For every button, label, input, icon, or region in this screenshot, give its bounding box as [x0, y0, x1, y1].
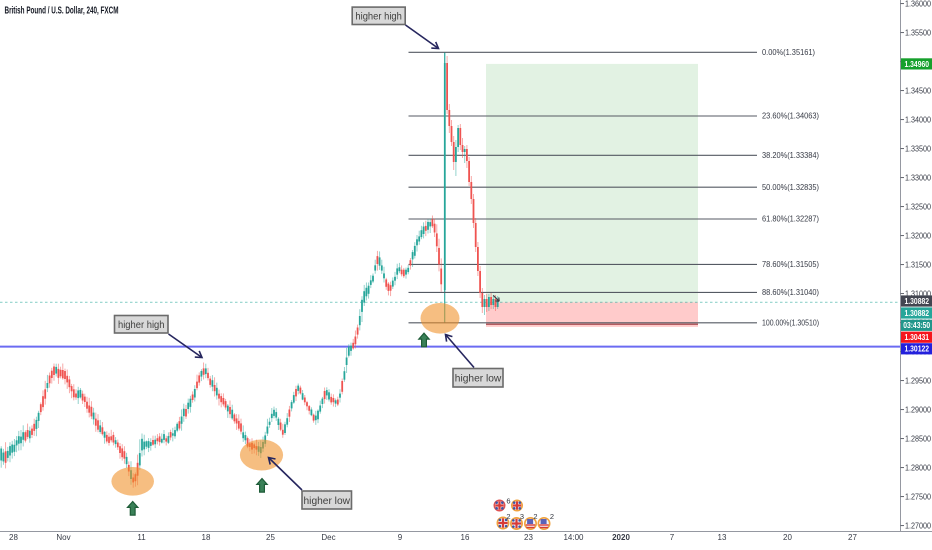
- svg-text:1.32000: 1.32000: [905, 231, 931, 240]
- svg-text:higher high: higher high: [355, 11, 402, 23]
- svg-text:1.31000: 1.31000: [905, 289, 931, 298]
- svg-text:higher low: higher low: [304, 495, 351, 507]
- svg-text:0.00%(1.35161): 0.00%(1.35161): [762, 48, 815, 57]
- svg-text:1.33500: 1.33500: [905, 144, 931, 153]
- svg-text:1.28000: 1.28000: [905, 463, 931, 472]
- svg-text:9: 9: [398, 533, 403, 542]
- svg-text:1.31500: 1.31500: [905, 260, 931, 269]
- svg-text:18: 18: [202, 533, 211, 542]
- svg-text:1.32500: 1.32500: [905, 202, 931, 211]
- svg-text:50.00%(1.32835): 50.00%(1.32835): [762, 183, 819, 192]
- svg-text:2020: 2020: [612, 533, 630, 542]
- svg-text:British Pound / U.S. Dollar, 2: British Pound / U.S. Dollar, 240, FXCM: [5, 5, 119, 17]
- svg-text:14:00: 14:00: [563, 533, 584, 542]
- svg-text:03:43:50: 03:43:50: [903, 320, 930, 330]
- svg-text:20: 20: [783, 533, 792, 542]
- svg-text:23.60%(1.34063): 23.60%(1.34063): [762, 112, 819, 121]
- svg-text:100.00%(1.30510): 100.00%(1.30510): [762, 318, 819, 327]
- svg-text:13: 13: [718, 533, 727, 542]
- svg-text:25: 25: [266, 533, 275, 542]
- svg-text:61.80%(1.32287): 61.80%(1.32287): [762, 215, 819, 224]
- svg-text:1.34960: 1.34960: [905, 59, 930, 69]
- svg-text:23: 23: [524, 533, 533, 542]
- svg-text:27: 27: [848, 533, 857, 542]
- svg-text:1.36000: 1.36000: [905, 0, 931, 8]
- svg-text:11: 11: [137, 533, 146, 542]
- svg-text:1.29000: 1.29000: [905, 405, 931, 414]
- svg-text:1.27000: 1.27000: [905, 521, 931, 530]
- svg-text:7: 7: [670, 533, 675, 542]
- svg-text:1.27500: 1.27500: [905, 492, 931, 501]
- svg-text:78.60%(1.31505): 78.60%(1.31505): [762, 260, 819, 269]
- svg-text:2: 2: [550, 512, 554, 521]
- svg-text:3: 3: [520, 512, 524, 521]
- svg-text:1.29500: 1.29500: [905, 376, 931, 385]
- svg-text:1.35500: 1.35500: [905, 28, 931, 37]
- svg-text:1.30122: 1.30122: [905, 344, 930, 354]
- svg-text:2: 2: [506, 512, 510, 521]
- svg-text:16: 16: [461, 533, 470, 542]
- svg-text:1.33000: 1.33000: [905, 173, 931, 182]
- svg-text:higher high: higher high: [118, 319, 165, 331]
- svg-text:28: 28: [9, 533, 18, 542]
- svg-text:1.30882: 1.30882: [905, 308, 930, 318]
- svg-text:higher low: higher low: [455, 373, 502, 385]
- svg-text:38.20%(1.33384): 38.20%(1.33384): [762, 151, 819, 160]
- svg-text:Dec: Dec: [321, 533, 335, 542]
- svg-text:1.34000: 1.34000: [905, 115, 931, 124]
- svg-text:1.30882: 1.30882: [905, 296, 930, 306]
- svg-text:1.28500: 1.28500: [905, 434, 931, 443]
- svg-text:2: 2: [533, 512, 537, 521]
- svg-text:6: 6: [506, 497, 510, 506]
- svg-text:Nov: Nov: [56, 533, 70, 542]
- svg-text:1.30431: 1.30431: [905, 332, 930, 342]
- svg-text:1.34500: 1.34500: [905, 86, 931, 95]
- svg-text:88.60%(1.31040): 88.60%(1.31040): [762, 288, 819, 297]
